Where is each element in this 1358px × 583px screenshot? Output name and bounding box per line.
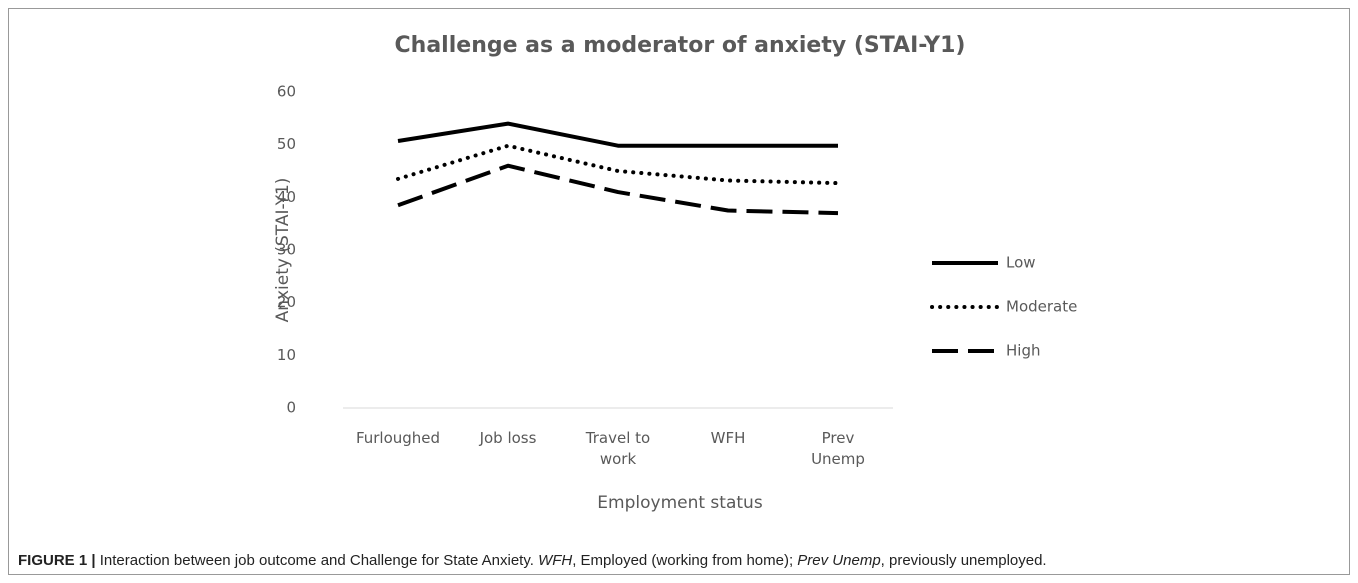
caption-text: Interaction between job outcome and Chal… <box>99 552 539 569</box>
caption-text: Prev Unemp <box>797 552 881 569</box>
chart-title: Challenge as a moderator of anxiety (STA… <box>395 33 966 58</box>
data-line <box>397 121 838 148</box>
caption-label: FIGURE 1 | <box>18 552 96 569</box>
caption-text: , previously unemployed. <box>880 552 1047 569</box>
data-line <box>396 143 840 186</box>
y-tick-label: 60 <box>277 83 296 101</box>
y-tick-label: 20 <box>277 293 296 311</box>
y-tick-label: 40 <box>277 188 296 206</box>
caption-text: WFH <box>538 552 573 569</box>
y-axis-label: Anxiety (STAI-Y1) <box>273 178 293 323</box>
frame <box>8 8 1350 575</box>
y-tick-label: 0 <box>286 399 296 417</box>
x-tick-label: Travel to work <box>585 429 651 468</box>
legend-label: Moderate <box>1006 298 1077 316</box>
y-tick-label: 50 <box>277 135 296 153</box>
x-tick-label: Job loss <box>479 429 537 447</box>
x-tick-label: Prev Unemp <box>811 429 865 468</box>
data-line <box>397 163 839 216</box>
caption: FIGURE 1 | Interaction between job outco… <box>18 552 1047 569</box>
x-tick-label: Furloughed <box>355 429 441 447</box>
x-tick-label: WFH <box>710 429 746 447</box>
y-tick-label: 30 <box>277 241 296 259</box>
legend-label: Low <box>1006 254 1036 272</box>
x-axis-label: Employment status <box>597 493 763 513</box>
legend-label: High <box>1006 342 1040 360</box>
y-tick-label: 10 <box>277 346 296 364</box>
caption-text: , Employed (working from home); <box>572 552 798 569</box>
